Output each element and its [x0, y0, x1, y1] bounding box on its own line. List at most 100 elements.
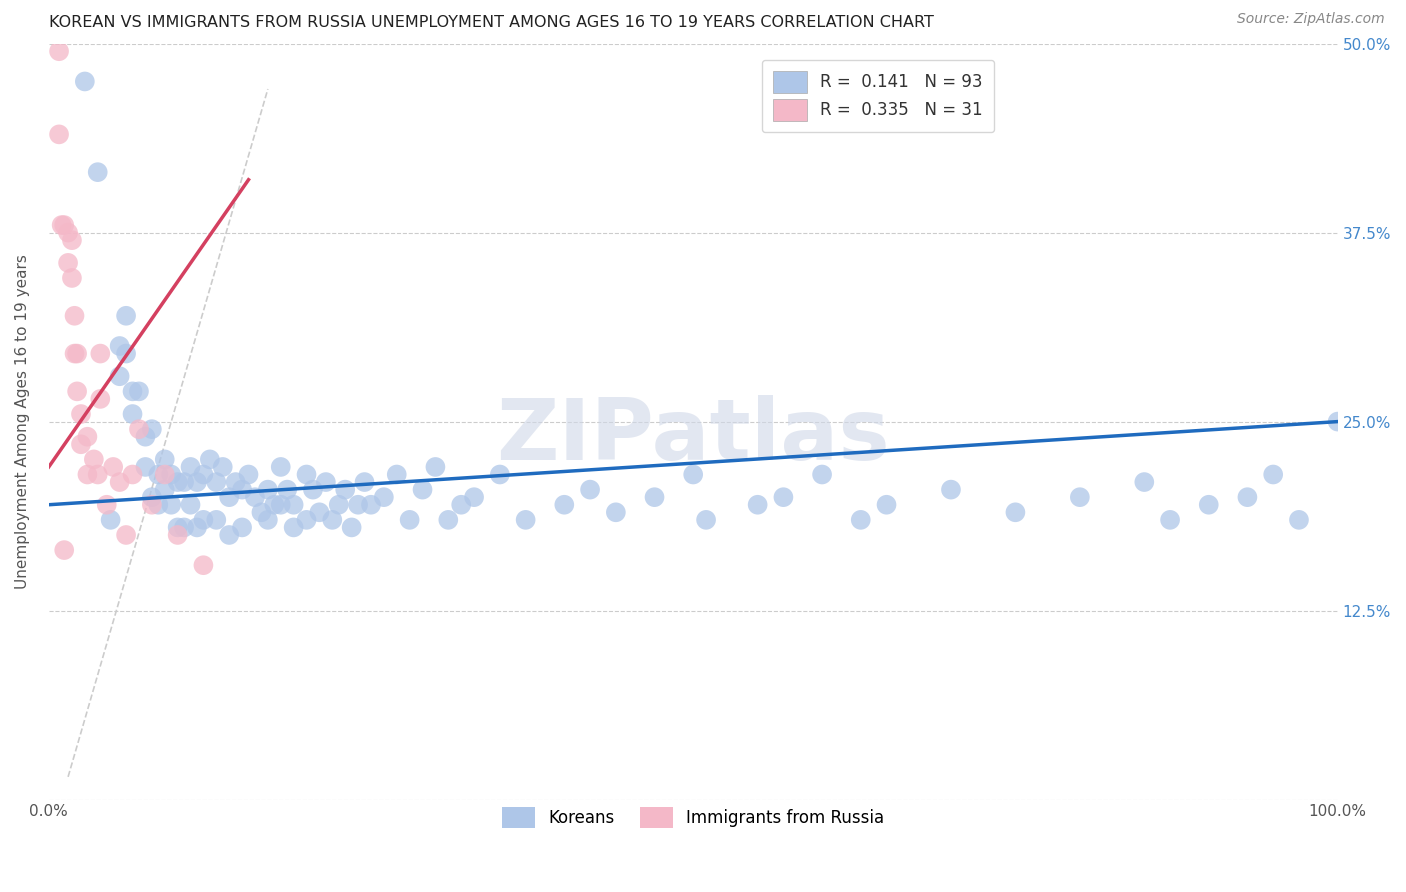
Point [115, 309, 138, 323]
Point [412, 483, 434, 497]
Point [87, 165, 110, 179]
Point [231, 483, 253, 497]
Point [385, 467, 408, 482]
Point [51, 218, 73, 232]
Point [108, 475, 131, 489]
Point [205, 475, 228, 489]
Point [1198, 498, 1220, 512]
Point [134, 459, 156, 474]
Point [60, 271, 83, 285]
Point [115, 528, 138, 542]
Point [302, 483, 325, 497]
Point [695, 513, 717, 527]
Point [283, 498, 305, 512]
Point [579, 483, 602, 497]
Point [198, 452, 221, 467]
Point [605, 505, 627, 519]
Point [153, 483, 176, 497]
Point [295, 467, 318, 482]
Point [1326, 415, 1348, 429]
Point [335, 483, 357, 497]
Point [238, 467, 260, 482]
Point [100, 513, 122, 527]
Y-axis label: Unemployment Among Ages 16 to 19 years: Unemployment Among Ages 16 to 19 years [15, 254, 30, 589]
Point [128, 422, 150, 436]
Point [437, 513, 460, 527]
Point [134, 430, 156, 444]
Point [1159, 513, 1181, 527]
Point [1236, 490, 1258, 504]
Point [160, 467, 183, 482]
Point [160, 498, 183, 512]
Point [56, 226, 79, 240]
Point [53, 543, 76, 558]
Point [1069, 490, 1091, 504]
Point [353, 475, 375, 489]
Text: KOREAN VS IMMIGRANTS FROM RUSSIA UNEMPLOYMENT AMONG AGES 16 TO 19 YEARS CORRELAT: KOREAN VS IMMIGRANTS FROM RUSSIA UNEMPLO… [49, 15, 934, 30]
Point [148, 467, 170, 482]
Point [173, 475, 195, 489]
Point [148, 498, 170, 512]
Point [153, 467, 176, 482]
Point [166, 475, 188, 489]
Point [70, 437, 93, 451]
Point [1004, 505, 1026, 519]
Point [166, 528, 188, 542]
Point [153, 452, 176, 467]
Point [96, 498, 118, 512]
Point [772, 490, 794, 504]
Point [89, 392, 111, 406]
Point [66, 384, 89, 399]
Point [48, 44, 70, 58]
Point [56, 256, 79, 270]
Point [186, 475, 208, 489]
Point [553, 498, 575, 512]
Point [121, 384, 143, 399]
Point [876, 498, 898, 512]
Point [70, 407, 93, 421]
Point [328, 498, 350, 512]
Point [205, 513, 228, 527]
Point [450, 498, 472, 512]
Point [425, 459, 447, 474]
Point [103, 459, 125, 474]
Point [939, 483, 962, 497]
Point [89, 346, 111, 360]
Point [108, 369, 131, 384]
Legend: Koreans, Immigrants from Russia: Koreans, Immigrants from Russia [494, 798, 893, 837]
Point [250, 505, 273, 519]
Point [295, 513, 318, 527]
Point [257, 483, 280, 497]
Point [747, 498, 769, 512]
Point [128, 384, 150, 399]
Point [141, 490, 163, 504]
Point [347, 498, 370, 512]
Point [263, 498, 285, 512]
Point [225, 475, 247, 489]
Point [76, 430, 98, 444]
Point [53, 218, 76, 232]
Point [218, 528, 240, 542]
Point [141, 422, 163, 436]
Point [115, 346, 138, 360]
Point [308, 505, 330, 519]
Point [398, 513, 420, 527]
Point [180, 459, 202, 474]
Point [283, 520, 305, 534]
Point [193, 467, 215, 482]
Point [141, 498, 163, 512]
Point [63, 346, 86, 360]
Point [257, 513, 280, 527]
Point [1133, 475, 1156, 489]
Point [166, 520, 188, 534]
Point [270, 498, 292, 512]
Point [87, 467, 110, 482]
Point [849, 513, 872, 527]
Point [340, 520, 363, 534]
Point [463, 490, 485, 504]
Point [489, 467, 512, 482]
Point [231, 520, 253, 534]
Point [180, 498, 202, 512]
Point [66, 346, 89, 360]
Point [193, 558, 215, 573]
